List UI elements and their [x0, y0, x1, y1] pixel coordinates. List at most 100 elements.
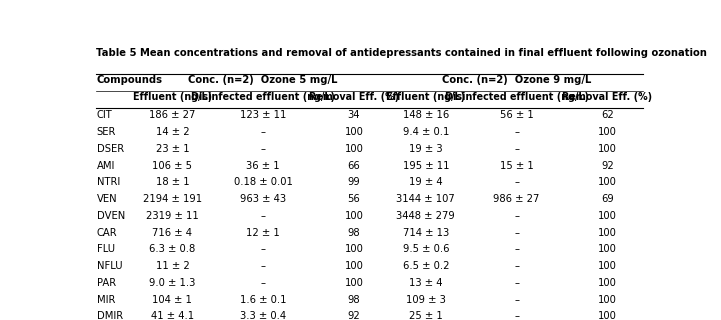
Text: –: –: [260, 244, 265, 254]
Text: –: –: [514, 144, 519, 154]
Text: 100: 100: [598, 211, 616, 221]
Text: 69: 69: [601, 194, 614, 204]
Text: 12 ± 1: 12 ± 1: [247, 228, 280, 238]
Text: 9.4 ± 0.1: 9.4 ± 0.1: [402, 127, 449, 137]
Text: 98: 98: [348, 228, 360, 238]
Text: 36 ± 1: 36 ± 1: [247, 161, 280, 171]
Text: –: –: [514, 177, 519, 188]
Text: 186 ± 27: 186 ± 27: [149, 110, 195, 120]
Text: –: –: [260, 211, 265, 221]
Text: 100: 100: [598, 228, 616, 238]
Text: 986 ± 27: 986 ± 27: [493, 194, 540, 204]
Text: 11 ± 2: 11 ± 2: [156, 261, 189, 271]
Text: Disinfected effluent (ng/L): Disinfected effluent (ng/L): [445, 92, 588, 102]
Text: Effluent (ng/L): Effluent (ng/L): [386, 92, 465, 102]
Text: –: –: [260, 144, 265, 154]
Text: –: –: [514, 211, 519, 221]
Text: –: –: [514, 261, 519, 271]
Text: Conc. (n=2)  Ozone 9 mg/L: Conc. (n=2) Ozone 9 mg/L: [442, 75, 591, 85]
Text: 3144 ± 107: 3144 ± 107: [397, 194, 455, 204]
Text: 34: 34: [348, 110, 360, 120]
Text: –: –: [260, 278, 265, 288]
Text: 13 ± 4: 13 ± 4: [409, 278, 443, 288]
Text: Disinfected effluent (ng/L): Disinfected effluent (ng/L): [191, 92, 335, 102]
Text: 100: 100: [345, 278, 363, 288]
Text: 195 ± 11: 195 ± 11: [402, 161, 449, 171]
Text: NFLU: NFLU: [97, 261, 123, 271]
Text: 100: 100: [598, 177, 616, 188]
Text: Table 5 Mean concentrations and removal of antidepressants contained in final ef: Table 5 Mean concentrations and removal …: [96, 48, 707, 58]
Text: 106 ± 5: 106 ± 5: [152, 161, 193, 171]
Text: 99: 99: [348, 177, 360, 188]
Text: 3448 ± 279: 3448 ± 279: [397, 211, 455, 221]
Text: –: –: [514, 244, 519, 254]
Text: 100: 100: [598, 278, 616, 288]
Text: 41 ± 4.1: 41 ± 4.1: [151, 311, 194, 320]
Text: 148 ± 16: 148 ± 16: [403, 110, 449, 120]
Text: 9.5 ± 0.6: 9.5 ± 0.6: [402, 244, 449, 254]
Text: Effluent (ng/L): Effluent (ng/L): [133, 92, 212, 102]
Text: 100: 100: [345, 127, 363, 137]
Text: 56: 56: [348, 194, 360, 204]
Text: 19 ± 4: 19 ± 4: [409, 177, 443, 188]
Text: 2194 ± 191: 2194 ± 191: [143, 194, 202, 204]
Text: 109 ± 3: 109 ± 3: [406, 295, 446, 305]
Text: –: –: [514, 228, 519, 238]
Text: DMIR: DMIR: [97, 311, 123, 320]
Text: AMI: AMI: [97, 161, 115, 171]
Text: 100: 100: [598, 311, 616, 320]
Text: 100: 100: [598, 144, 616, 154]
Text: 15 ± 1: 15 ± 1: [500, 161, 534, 171]
Text: 66: 66: [348, 161, 360, 171]
Text: NTRI: NTRI: [97, 177, 120, 188]
Text: –: –: [514, 127, 519, 137]
Text: 92: 92: [348, 311, 360, 320]
Text: FLU: FLU: [97, 244, 115, 254]
Text: 18 ± 1: 18 ± 1: [156, 177, 189, 188]
Text: –: –: [514, 295, 519, 305]
Text: VEN: VEN: [97, 194, 118, 204]
Text: 100: 100: [345, 261, 363, 271]
Text: 100: 100: [345, 211, 363, 221]
Text: MIR: MIR: [97, 295, 115, 305]
Text: DVEN: DVEN: [97, 211, 125, 221]
Text: Conc. (n=2)  Ozone 5 mg/L: Conc. (n=2) Ozone 5 mg/L: [188, 75, 338, 85]
Text: Compounds: Compounds: [97, 75, 163, 85]
Text: 3.3 ± 0.4: 3.3 ± 0.4: [240, 311, 286, 320]
Text: 6.5 ± 0.2: 6.5 ± 0.2: [402, 261, 449, 271]
Text: 25 ± 1: 25 ± 1: [409, 311, 443, 320]
Text: 92: 92: [601, 161, 614, 171]
Text: 123 ± 11: 123 ± 11: [240, 110, 286, 120]
Text: 104 ± 1: 104 ± 1: [152, 295, 193, 305]
Text: SER: SER: [97, 127, 116, 137]
Text: –: –: [260, 127, 265, 137]
Text: 100: 100: [598, 295, 616, 305]
Text: 2319 ± 11: 2319 ± 11: [146, 211, 199, 221]
Text: CIT: CIT: [97, 110, 112, 120]
Text: 9.0 ± 1.3: 9.0 ± 1.3: [149, 278, 195, 288]
Text: –: –: [514, 311, 519, 320]
Text: 714 ± 13: 714 ± 13: [403, 228, 449, 238]
Text: Removal Eff. (%): Removal Eff. (%): [562, 92, 653, 102]
Text: 6.3 ± 0.8: 6.3 ± 0.8: [149, 244, 195, 254]
Text: 100: 100: [345, 244, 363, 254]
Text: 100: 100: [598, 244, 616, 254]
Text: –: –: [260, 261, 265, 271]
Text: 100: 100: [598, 127, 616, 137]
Text: 716 ± 4: 716 ± 4: [152, 228, 193, 238]
Text: Removal Eff. (%): Removal Eff. (%): [309, 92, 399, 102]
Text: 23 ± 1: 23 ± 1: [156, 144, 189, 154]
Text: 62: 62: [601, 110, 614, 120]
Text: –: –: [514, 278, 519, 288]
Text: 963 ± 43: 963 ± 43: [240, 194, 286, 204]
Text: 100: 100: [598, 261, 616, 271]
Text: PAR: PAR: [97, 278, 116, 288]
Text: CAR: CAR: [97, 228, 118, 238]
Text: 56 ± 1: 56 ± 1: [500, 110, 534, 120]
Text: 0.18 ± 0.01: 0.18 ± 0.01: [234, 177, 293, 188]
Text: 98: 98: [348, 295, 360, 305]
Text: 100: 100: [345, 144, 363, 154]
Text: 14 ± 2: 14 ± 2: [156, 127, 189, 137]
Text: 1.6 ± 0.1: 1.6 ± 0.1: [240, 295, 286, 305]
Text: DSER: DSER: [97, 144, 124, 154]
